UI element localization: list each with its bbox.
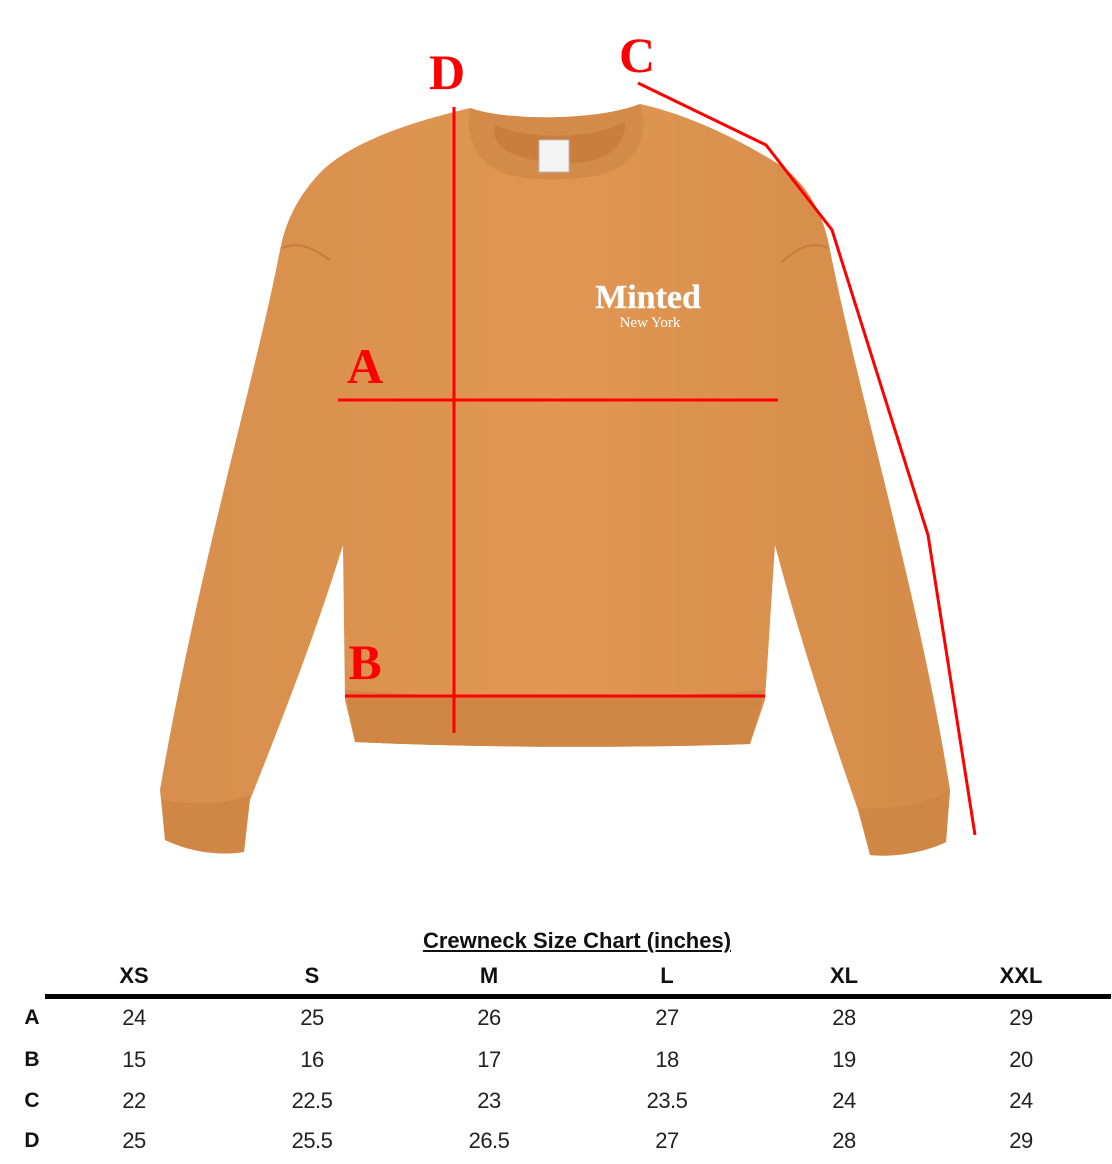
size-chart-title: Crewneck Size Chart (inches) (422, 928, 732, 953)
shoulder-seam-left (281, 244, 331, 261)
size-header-m: M (479, 963, 499, 988)
table-cell: 29 (1009, 1005, 1033, 1030)
table-cell: 22.5 (291, 1088, 333, 1113)
label-d: D (428, 44, 466, 100)
label-c: C (618, 27, 656, 83)
size-header-xxl: XXL (999, 963, 1043, 988)
row-label-d: D (24, 1129, 40, 1152)
table-cell: 23.5 (646, 1088, 688, 1113)
table-cell: 24 (832, 1088, 856, 1113)
table-cell: 22 (122, 1088, 146, 1113)
row-label-a: A (24, 1006, 40, 1029)
sweatshirt: Minted New York (160, 104, 950, 856)
table-cell: 15 (122, 1047, 146, 1072)
row-label-b: B (24, 1048, 40, 1071)
table-cell: 28 (832, 1128, 856, 1153)
size-header-s: S (304, 963, 320, 988)
shoulder-seam-right (781, 244, 829, 263)
right-cuff (858, 790, 950, 856)
neck-tag (538, 139, 570, 173)
size-header-xl: XL (829, 963, 859, 988)
label-b: B (348, 634, 382, 690)
header-rule (45, 994, 1111, 999)
table-cell: 23 (477, 1088, 501, 1113)
table-cell: 24 (122, 1005, 146, 1030)
table-cell: 28 (832, 1005, 856, 1030)
left-cuff (162, 795, 250, 854)
brand-sub: New York (620, 315, 681, 331)
table-cell: 24 (1009, 1088, 1033, 1113)
label-a: A (346, 338, 384, 394)
table-cell: 19 (832, 1047, 856, 1072)
size-header-l: L (660, 963, 674, 988)
brand-logo: Minted (595, 279, 701, 316)
table-cell: 18 (655, 1047, 679, 1072)
measure-line-c (637, 81, 977, 836)
table-cell: 17 (477, 1047, 501, 1072)
measurement-lines (338, 81, 977, 836)
table-cell: 20 (1009, 1047, 1033, 1072)
table-cell: 26 (477, 1005, 501, 1030)
row-label-c: C (24, 1089, 40, 1112)
table-cell: 26.5 (468, 1128, 510, 1153)
sweatshirt-diagram: Minted New York (160, 81, 977, 856)
table-cell: 16 (300, 1047, 324, 1072)
sweatshirt-body (160, 104, 950, 856)
size-header-xs: XS (119, 963, 149, 988)
table-cell: 25 (122, 1128, 146, 1153)
hem-rib (345, 690, 765, 747)
table-cell: 25 (300, 1005, 324, 1030)
table-cell: 29 (1009, 1128, 1033, 1153)
table-cell: 25.5 (291, 1128, 333, 1153)
table-cell: 27 (655, 1128, 679, 1153)
table-cell: 27 (655, 1005, 679, 1030)
